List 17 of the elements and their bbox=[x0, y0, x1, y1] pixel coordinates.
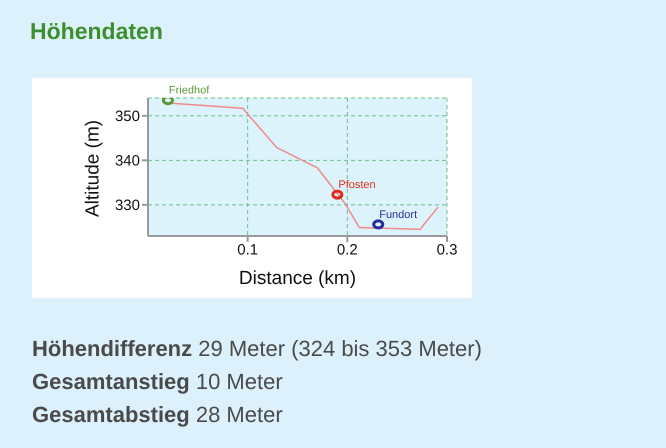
series-label: Fundort bbox=[379, 208, 418, 221]
y-tick-label: 330 bbox=[114, 197, 140, 214]
text: Gesamtabstieg 28 Meter bbox=[32, 402, 283, 427]
y-axis-title: Altitude (m) bbox=[82, 120, 104, 217]
point bbox=[331, 190, 344, 200]
text: Höhendifferenz 29 Meter (324 bis 353 Meter) bbox=[32, 336, 482, 361]
x-tick-label: 0.2 bbox=[336, 242, 358, 259]
y-tick-label: 340 bbox=[114, 152, 140, 170]
chart-title: Höhendaten bbox=[30, 18, 163, 45]
x-tick-label: 0.1 bbox=[237, 242, 258, 259]
series-label: Pfosten bbox=[338, 179, 376, 192]
y-tick-label: 350 bbox=[114, 108, 140, 126]
point bbox=[372, 219, 384, 230]
series-label: Friedhof bbox=[168, 84, 210, 97]
text: Gesamtanstieg 10 Meter bbox=[32, 369, 283, 394]
x-tick-label: 0.3 bbox=[436, 242, 458, 259]
x-axis-title: Distance (km) bbox=[238, 268, 356, 289]
